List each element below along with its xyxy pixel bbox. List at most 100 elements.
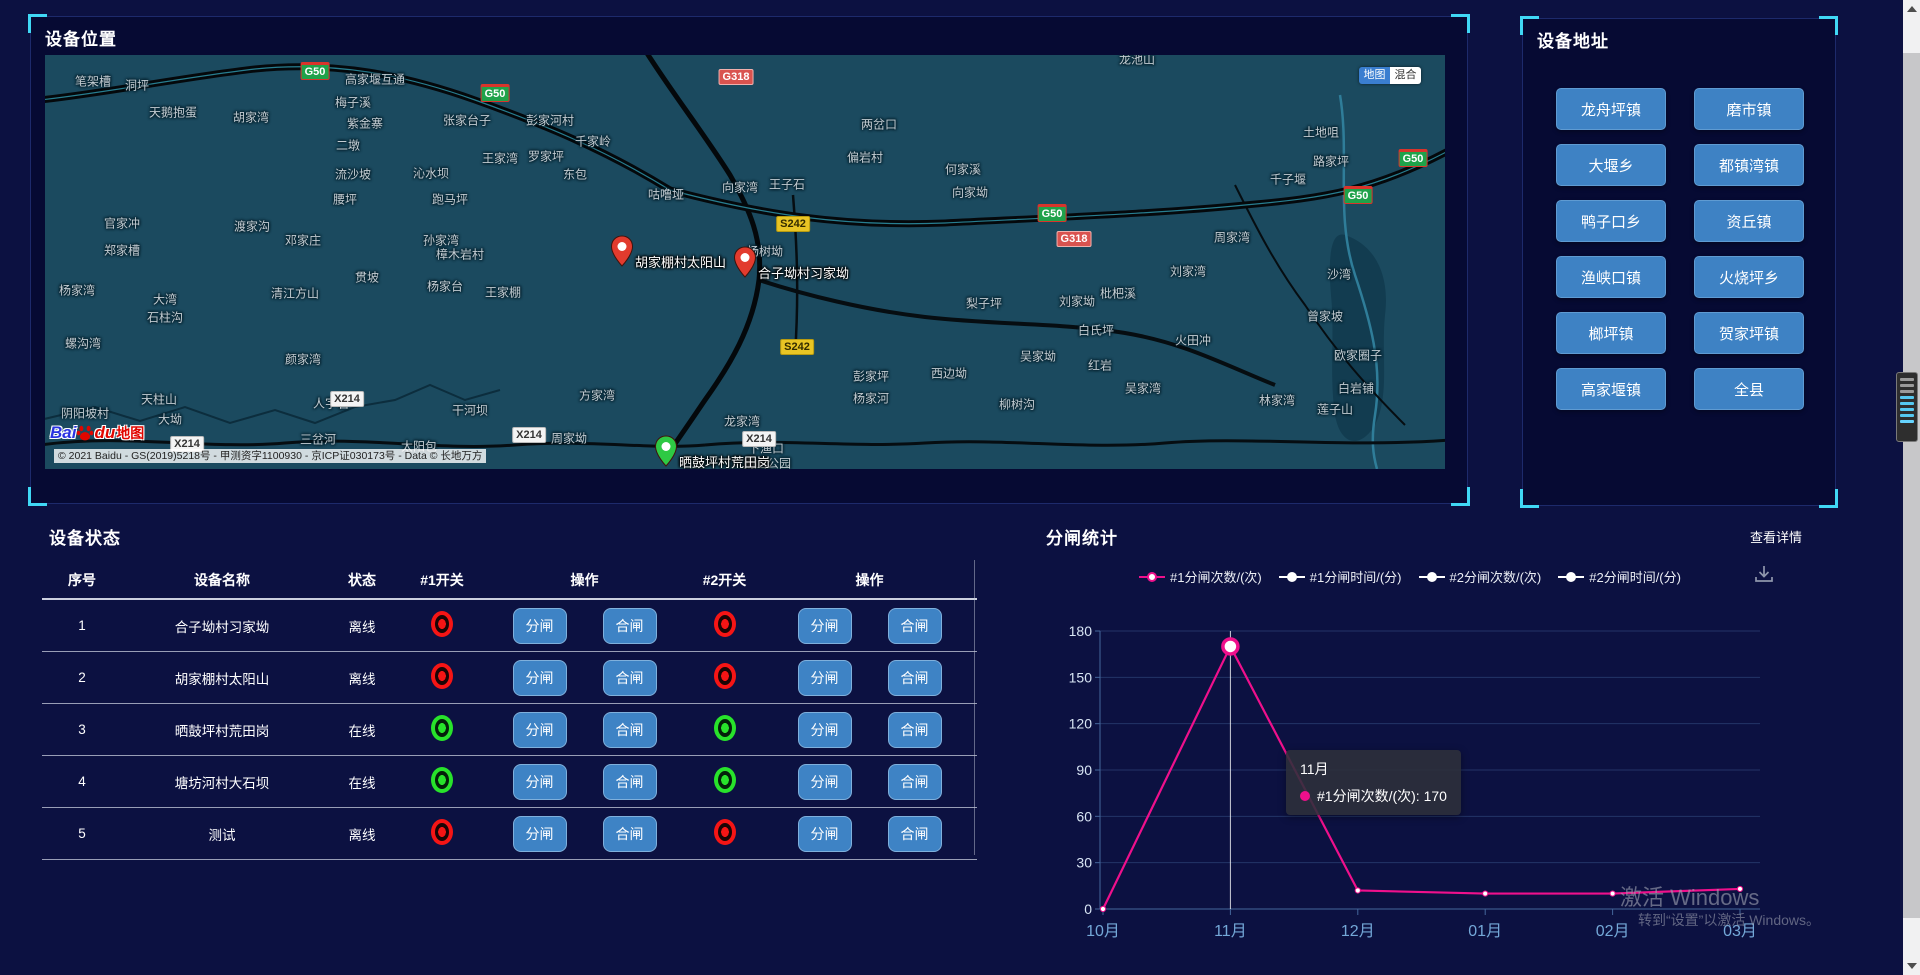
map-place-label: 周家坳 bbox=[550, 431, 588, 446]
close-switch-button[interactable]: 合闸 bbox=[887, 815, 942, 852]
open-switch-button[interactable]: 分闸 bbox=[512, 711, 567, 748]
address-button-2[interactable]: 磨市镇 bbox=[1694, 88, 1804, 130]
close-switch-button[interactable]: 合闸 bbox=[602, 711, 657, 748]
map-place-label: 洞坪 bbox=[124, 78, 150, 93]
open-switch-button[interactable]: 分闸 bbox=[797, 763, 852, 800]
map-place-label: 曾家坡 bbox=[1306, 309, 1344, 324]
road-shield: G50 bbox=[1037, 204, 1067, 222]
open-switch-button[interactable]: 分闸 bbox=[797, 711, 852, 748]
map-place-label: 土地咀 bbox=[1302, 125, 1340, 140]
open-switch-button[interactable]: 分闸 bbox=[512, 815, 567, 852]
chart-tooltip: 11月 #1分闸次数/(次): 170 bbox=[1286, 750, 1461, 815]
corner-decor bbox=[1819, 489, 1838, 508]
map-marker-pin[interactable] bbox=[733, 246, 757, 283]
device-name: 塘坊河村大石坝 bbox=[174, 775, 270, 791]
map-panel-title: 设备位置 bbox=[45, 30, 117, 49]
map-place-label: 路家坪 bbox=[1312, 154, 1350, 169]
map-marker-pin[interactable] bbox=[654, 435, 678, 469]
download-icon[interactable] bbox=[1753, 563, 1775, 590]
scroll-overlay-widget[interactable] bbox=[1896, 372, 1918, 442]
status-section-title: 设备状态 bbox=[49, 529, 121, 548]
legend-item-4[interactable]: #2分闸时间/(分) bbox=[1558, 567, 1681, 586]
map-marker-pin[interactable] bbox=[610, 235, 634, 272]
address-button-6[interactable]: 资丘镇 bbox=[1694, 200, 1804, 242]
open-switch-button[interactable]: 分闸 bbox=[797, 607, 852, 644]
map-type-control: 地图 混合 bbox=[1359, 67, 1421, 84]
map-place-label: 沁水坝 bbox=[412, 166, 450, 181]
map-place-label: 孙家湾 bbox=[422, 233, 460, 248]
open-switch-button[interactable]: 分闸 bbox=[512, 607, 567, 644]
table-header-cell: 设备名称 bbox=[194, 572, 250, 588]
open-switch-button[interactable]: 分闸 bbox=[797, 659, 852, 696]
close-switch-button[interactable]: 合闸 bbox=[887, 763, 942, 800]
address-button-9[interactable]: 榔坪镇 bbox=[1556, 312, 1666, 354]
map-place-label: 方家湾 bbox=[578, 388, 616, 403]
corner-decor bbox=[1520, 16, 1539, 35]
address-button-5[interactable]: 鸭子口乡 bbox=[1556, 200, 1666, 242]
address-button-8[interactable]: 火烧坪乡 bbox=[1694, 256, 1804, 298]
map-place-label: 樟木岩村 bbox=[435, 247, 485, 262]
map-place-label: 张家台子 bbox=[442, 113, 492, 128]
map-place-label: 天鹅抱蛋 bbox=[148, 105, 198, 120]
map-type-hybrid-button[interactable]: 混合 bbox=[1390, 67, 1421, 84]
close-switch-button[interactable]: 合闸 bbox=[887, 607, 942, 644]
map-marker-label: 合子坳村习家坳 bbox=[758, 266, 850, 281]
road-shield: S242 bbox=[776, 216, 810, 232]
open-switch-button[interactable]: 分闸 bbox=[512, 763, 567, 800]
legend-item-1[interactable]: #1分闸次数/(次) bbox=[1139, 567, 1262, 586]
scrollbar-up-arrow[interactable] bbox=[1907, 6, 1917, 12]
baidu-logo-bai: Bai bbox=[50, 423, 77, 442]
address-button-3[interactable]: 大堰乡 bbox=[1556, 144, 1666, 186]
map-place-label: 王子石 bbox=[768, 177, 806, 192]
table-row: 4 塘坊河村大石坝 在线 分闸 合闸 分闸 合闸 bbox=[42, 756, 977, 808]
map-place-label: 胡家湾 bbox=[232, 110, 270, 125]
baidu-map[interactable]: 笔架槽 洞坪 天鹅抱蛋 胡家湾 高家堰互通 梅子溪 紫金寨 二墩 流沙坡 沁水坝 跑马坪 腰坪 渡家沟邓… bbox=[45, 55, 1445, 469]
address-button-10[interactable]: 贺家坪镇 bbox=[1694, 312, 1804, 354]
address-button-12[interactable]: 全县 bbox=[1694, 368, 1804, 410]
row-index: 3 bbox=[78, 722, 86, 737]
legend-item-2[interactable]: #1分闸时间/(分) bbox=[1278, 567, 1402, 586]
map-place-label: 郑家槽 bbox=[103, 243, 141, 258]
map-place-label: 白氏坪 bbox=[1077, 323, 1115, 338]
map-place-label: 梨子坪 bbox=[965, 296, 1003, 311]
close-switch-button[interactable]: 合闸 bbox=[602, 763, 657, 800]
address-button-7[interactable]: 渔峡口镇 bbox=[1556, 256, 1666, 298]
map-place-label: 欧家圈子 bbox=[1333, 348, 1383, 363]
map-place-label: 西边坳 bbox=[930, 366, 968, 381]
row-index: 1 bbox=[78, 618, 86, 633]
address-button-1[interactable]: 龙舟坪镇 bbox=[1556, 88, 1666, 130]
scrollbar-down-arrow[interactable] bbox=[1907, 963, 1917, 969]
view-details-link[interactable]: 查看详情 bbox=[1750, 530, 1803, 545]
map-type-map-button[interactable]: 地图 bbox=[1359, 67, 1390, 84]
device-status: 在线 bbox=[348, 775, 376, 791]
switch-status-indicator-red bbox=[713, 819, 736, 845]
tooltip-title: 11月 bbox=[1300, 761, 1329, 777]
svg-text:11月: 11月 bbox=[1214, 923, 1247, 940]
corner-decor bbox=[1451, 14, 1470, 33]
table-header-cell: 序号 bbox=[68, 572, 96, 588]
open-switch-button[interactable]: 分闸 bbox=[797, 815, 852, 852]
corner-decor bbox=[1520, 489, 1539, 508]
svg-text:90: 90 bbox=[1076, 762, 1092, 778]
scrollbar-thumb[interactable] bbox=[1903, 53, 1920, 918]
close-switch-button[interactable]: 合闸 bbox=[602, 659, 657, 696]
corner-decor bbox=[1819, 16, 1838, 35]
map-place-label: 杨家河 bbox=[852, 391, 890, 406]
close-switch-button[interactable]: 合闸 bbox=[887, 711, 942, 748]
close-switch-button[interactable]: 合闸 bbox=[887, 659, 942, 696]
close-switch-button[interactable]: 合闸 bbox=[602, 815, 657, 852]
map-place-label: 王家湾 bbox=[481, 151, 519, 166]
address-button-4[interactable]: 都镇湾镇 bbox=[1694, 144, 1804, 186]
road-shield: G50 bbox=[480, 84, 510, 102]
map-place-label: 彭家坪 bbox=[852, 369, 890, 384]
address-button-11[interactable]: 高家堰镇 bbox=[1556, 368, 1666, 410]
map-place-label: 紫金寨 bbox=[346, 116, 384, 131]
map-place-label: 王家棚 bbox=[484, 285, 522, 300]
legend-item-3[interactable]: #2分闸次数/(次) bbox=[1418, 567, 1541, 586]
map-place-label: 东包 bbox=[562, 167, 588, 182]
map-place-label: 杨树坳 bbox=[746, 244, 784, 259]
road-shield: G318 bbox=[1056, 231, 1092, 247]
close-switch-button[interactable]: 合闸 bbox=[602, 607, 657, 644]
open-switch-button[interactable]: 分闸 bbox=[512, 659, 567, 696]
map-place-label: 两岔口 bbox=[860, 117, 898, 132]
